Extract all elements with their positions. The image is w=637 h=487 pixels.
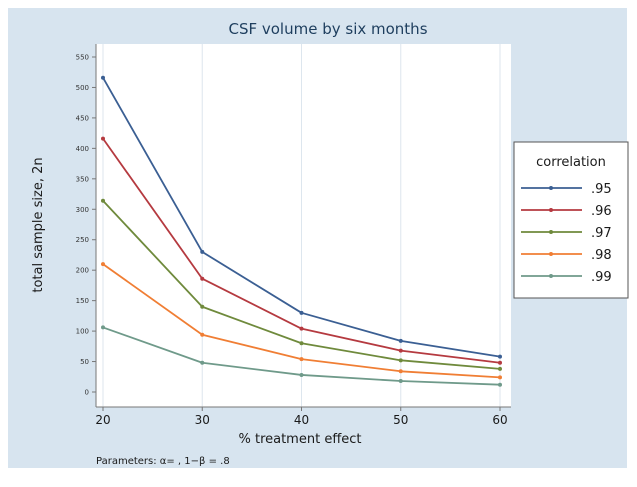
data-point-.99-30 — [200, 360, 205, 365]
y-tick-label-500: 500 — [76, 84, 89, 92]
plot-area — [96, 44, 511, 407]
legend-item-1: .95 — [521, 182, 612, 197]
legend-items: .95 .96 .97 .98 .99 — [521, 182, 612, 285]
legend-box — [513, 141, 629, 299]
data-point-.96-50 — [398, 348, 403, 353]
data-point-.98-60 — [498, 375, 502, 380]
x-tick-label-30: 30 — [195, 413, 210, 427]
data-point-.95-30 — [200, 249, 205, 254]
legend-title: correlation — [536, 155, 606, 170]
y-tick-label-50: 50 — [80, 358, 89, 366]
gridlines — [102, 44, 501, 407]
data-point-.99-40 — [299, 372, 304, 377]
data-point-.98-30 — [200, 332, 205, 337]
legend-label-.98: .98 — [591, 248, 612, 263]
data-point-.98-40 — [299, 357, 304, 362]
y-tick-label-450: 450 — [76, 114, 89, 122]
legend-item-3: .97 — [521, 226, 612, 241]
data-point-.95-20 — [101, 75, 105, 80]
data-point-.99-60 — [498, 382, 502, 387]
legend: correlation .95 .96 .97 .98 .99 — [513, 141, 629, 299]
data-point-.97-30 — [200, 304, 205, 309]
legend-marker-.96 — [549, 208, 553, 212]
data-point-.97-40 — [299, 341, 304, 346]
series-4 — [101, 262, 502, 380]
x-tick-label-60: 60 — [492, 413, 507, 427]
legend-label-.96: .96 — [591, 204, 612, 219]
y-tick-label-550: 550 — [76, 54, 89, 62]
series-3 — [101, 198, 502, 371]
data-point-.98-20 — [101, 262, 105, 267]
data-point-.95-60 — [498, 354, 502, 359]
legend-label-.99: .99 — [591, 270, 612, 285]
legend-item-4: .98 — [521, 248, 612, 263]
legend-marker-.95 — [549, 186, 553, 190]
x-tick-label-20: 20 — [95, 413, 110, 427]
legend-marker-.99 — [549, 274, 553, 278]
y-axis-label: total sample size, 2n — [31, 157, 46, 292]
y-tick-label-100: 100 — [76, 328, 89, 336]
data-point-.95-50 — [398, 338, 403, 343]
x-tick-label-40: 40 — [294, 413, 309, 427]
data-point-.96-20 — [101, 136, 105, 141]
data-point-.98-50 — [398, 369, 403, 374]
legend-item-2: .96 — [521, 204, 612, 219]
y-tick-label-300: 300 — [76, 206, 89, 214]
data-point-.96-30 — [200, 276, 205, 281]
data-point-.97-50 — [398, 358, 403, 363]
y-tick-label-150: 150 — [76, 297, 89, 305]
data-point-.96-40 — [299, 326, 304, 331]
parameters-note: Parameters: α= , 1−β = .8 — [96, 456, 230, 467]
series-1 — [101, 75, 502, 359]
series-2 — [101, 136, 502, 365]
y-tick-label-350: 350 — [76, 175, 89, 183]
data-point-.97-60 — [498, 366, 502, 371]
legend-label-.97: .97 — [591, 226, 612, 241]
data-point-.97-20 — [101, 198, 105, 203]
x-axis-label: % treatment effect — [238, 432, 361, 447]
chart-title: CSF volume by six months — [228, 20, 427, 38]
data-point-.99-50 — [398, 379, 403, 384]
x-tick-label-50: 50 — [393, 413, 408, 427]
series-layer — [101, 75, 502, 387]
axes: 0 50 100 150 200 250 300 350 400 450 500 550 20 30 40 5… — [76, 44, 511, 427]
y-tick-label-0: 0 — [85, 389, 89, 397]
legend-marker-.98 — [549, 252, 553, 256]
series-5 — [101, 325, 502, 387]
data-point-.95-40 — [299, 310, 304, 315]
legend-label-.95: .95 — [591, 182, 612, 197]
y-tick-label-200: 200 — [76, 267, 89, 275]
legend-item-5: .99 — [521, 270, 612, 285]
y-tick-label-400: 400 — [76, 145, 89, 153]
data-point-.99-20 — [101, 325, 105, 330]
y-tick-label-250: 250 — [76, 236, 89, 244]
data-point-.96-60 — [498, 360, 502, 365]
legend-marker-.97 — [549, 230, 553, 234]
